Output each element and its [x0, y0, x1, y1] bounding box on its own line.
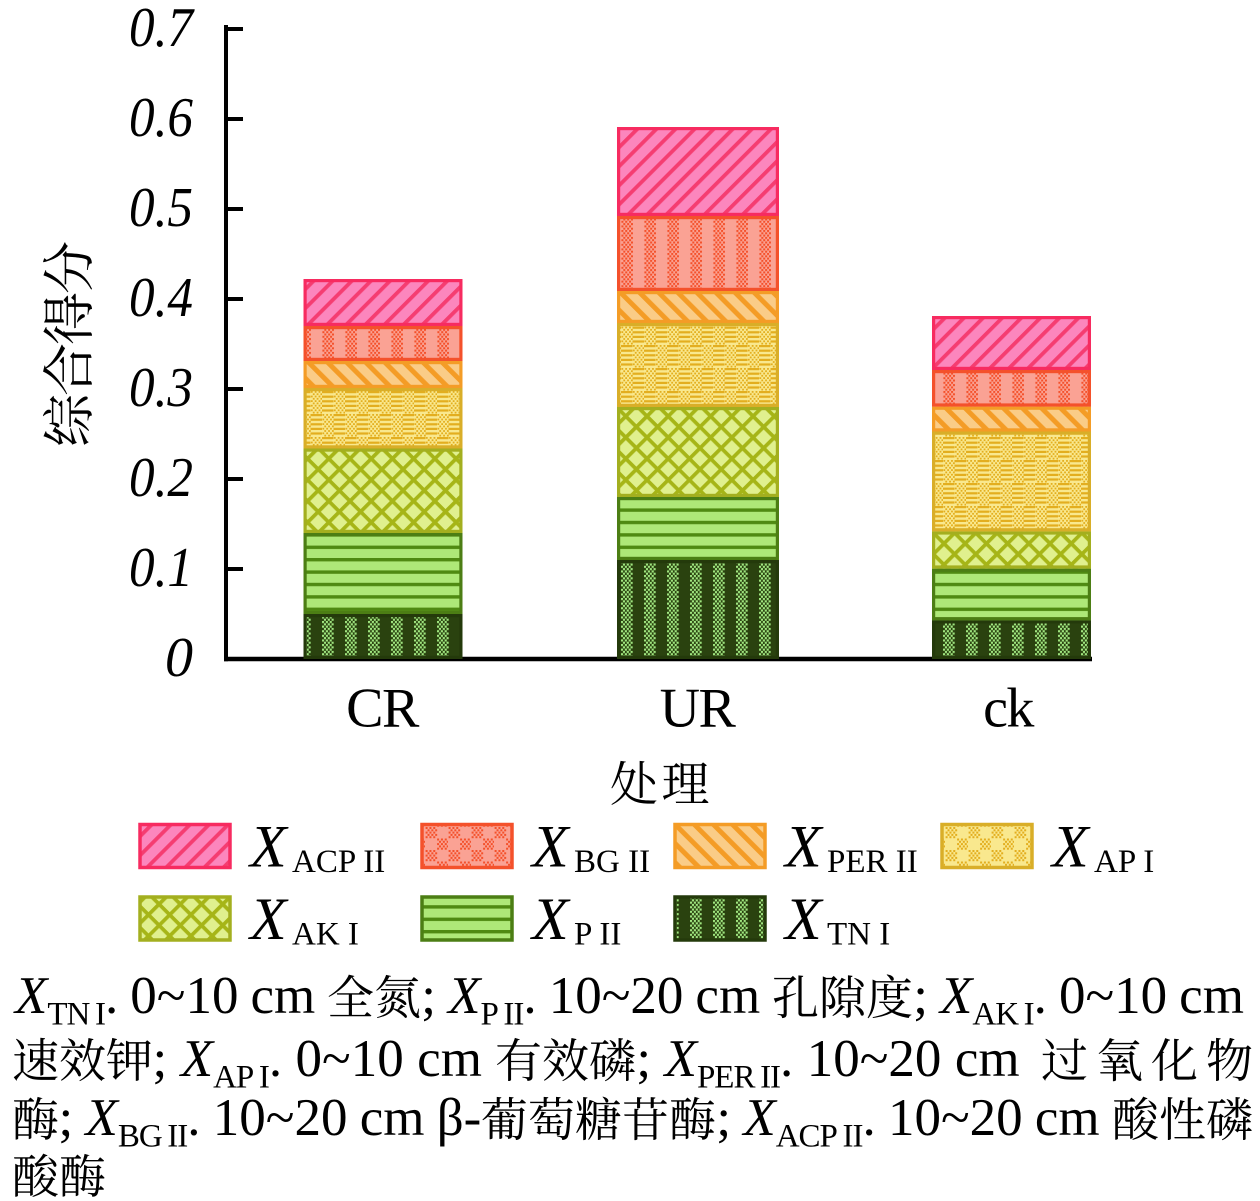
svg-text:BG II: BG II	[574, 844, 650, 880]
svg-text:ck: ck	[983, 678, 1034, 740]
svg-text:TN I: TN I	[827, 917, 890, 953]
svg-text:0.5: 0.5	[129, 177, 193, 239]
svg-text:X: X	[248, 886, 289, 952]
svg-text:0.3: 0.3	[129, 357, 193, 419]
svg-text:AP I: AP I	[1094, 844, 1154, 880]
svg-text:ACP II: ACP II	[292, 844, 385, 880]
svg-text:PER II: PER II	[827, 844, 918, 880]
svg-text:X: X	[1050, 814, 1091, 880]
svg-text:X: X	[248, 814, 289, 880]
svg-text:X: X	[783, 814, 824, 880]
svg-text:0.1: 0.1	[129, 537, 193, 599]
svg-text:P II: P II	[574, 917, 621, 953]
svg-text:CR: CR	[346, 678, 420, 740]
svg-text:0: 0	[165, 627, 193, 689]
svg-text:AK I: AK I	[292, 917, 359, 953]
svg-text:UR: UR	[660, 678, 737, 740]
svg-text:X: X	[783, 886, 824, 952]
svg-text:X: X	[530, 814, 571, 880]
svg-text:X: X	[530, 886, 571, 952]
svg-text:0.2: 0.2	[129, 447, 193, 509]
svg-text:0.7: 0.7	[129, 0, 195, 59]
svg-text:0.6: 0.6	[129, 87, 193, 149]
svg-text:0.4: 0.4	[129, 267, 193, 329]
